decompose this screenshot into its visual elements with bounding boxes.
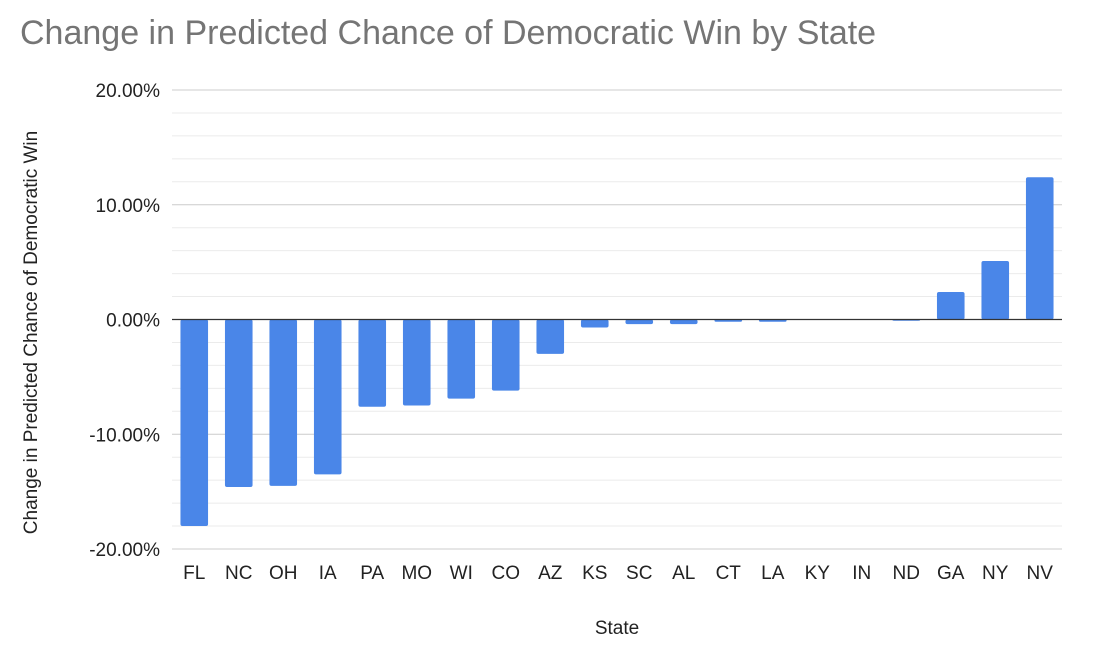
chart-title: Change in Predicted Chance of Democratic… [20,14,877,52]
y-tick-label: 10.00% [96,196,161,217]
x-tick-label: KS [582,563,607,584]
bar-al [669,319,698,325]
y-axis-tick-labels: 20.00% 10.00% 0.00% -10.00% -20.00% [89,81,160,561]
bar-ga [936,291,965,320]
x-tick-label: SC [626,563,652,584]
bar-az [536,319,565,354]
x-axis-tick-labels: FL NC OH IA PA MO WI CO AZ KS SC AL CT LA KY IN ND GA NY NV [183,563,1053,584]
bar-nc [224,319,253,488]
x-tick-label: GA [937,563,965,584]
y-tick-label: -20.00% [89,540,160,561]
x-tick-label: ND [893,563,920,584]
x-tick-label: AZ [538,563,563,584]
x-tick-label: AL [672,563,695,584]
bar-ny [981,260,1010,320]
x-tick-label: LA [761,563,785,584]
y-axis-title: Change in Predicted Chance of Democratic… [21,131,42,534]
bar-ia [313,319,342,475]
bar-mo [402,319,431,406]
x-tick-label: MO [401,563,432,584]
bar-sc [625,319,654,325]
bar-co [491,319,520,391]
x-tick-label: NC [225,563,252,584]
x-tick-label: CT [716,563,742,584]
bar-fl [180,319,209,527]
x-tick-label: IA [319,563,337,584]
x-axis-title: State [595,618,639,639]
x-tick-label: KY [805,563,831,584]
bar-wi [447,319,476,399]
bar-ks [580,319,609,328]
y-tick-label: -10.00% [89,425,160,446]
y-tick-label: 0.00% [106,311,160,332]
y-tick-label: 20.00% [96,81,161,102]
bar-nv [1025,177,1054,320]
bars-layer [180,177,1054,527]
x-tick-label: IN [852,563,871,584]
x-tick-label: PA [360,563,384,584]
bar-pa [358,319,387,407]
x-tick-label: OH [269,563,298,584]
x-tick-label: CO [492,563,521,584]
bar-oh [269,319,298,486]
x-tick-label: FL [183,563,205,584]
x-tick-label: NY [982,563,1009,584]
x-tick-label: NV [1027,563,1054,584]
x-tick-label: WI [450,563,473,584]
